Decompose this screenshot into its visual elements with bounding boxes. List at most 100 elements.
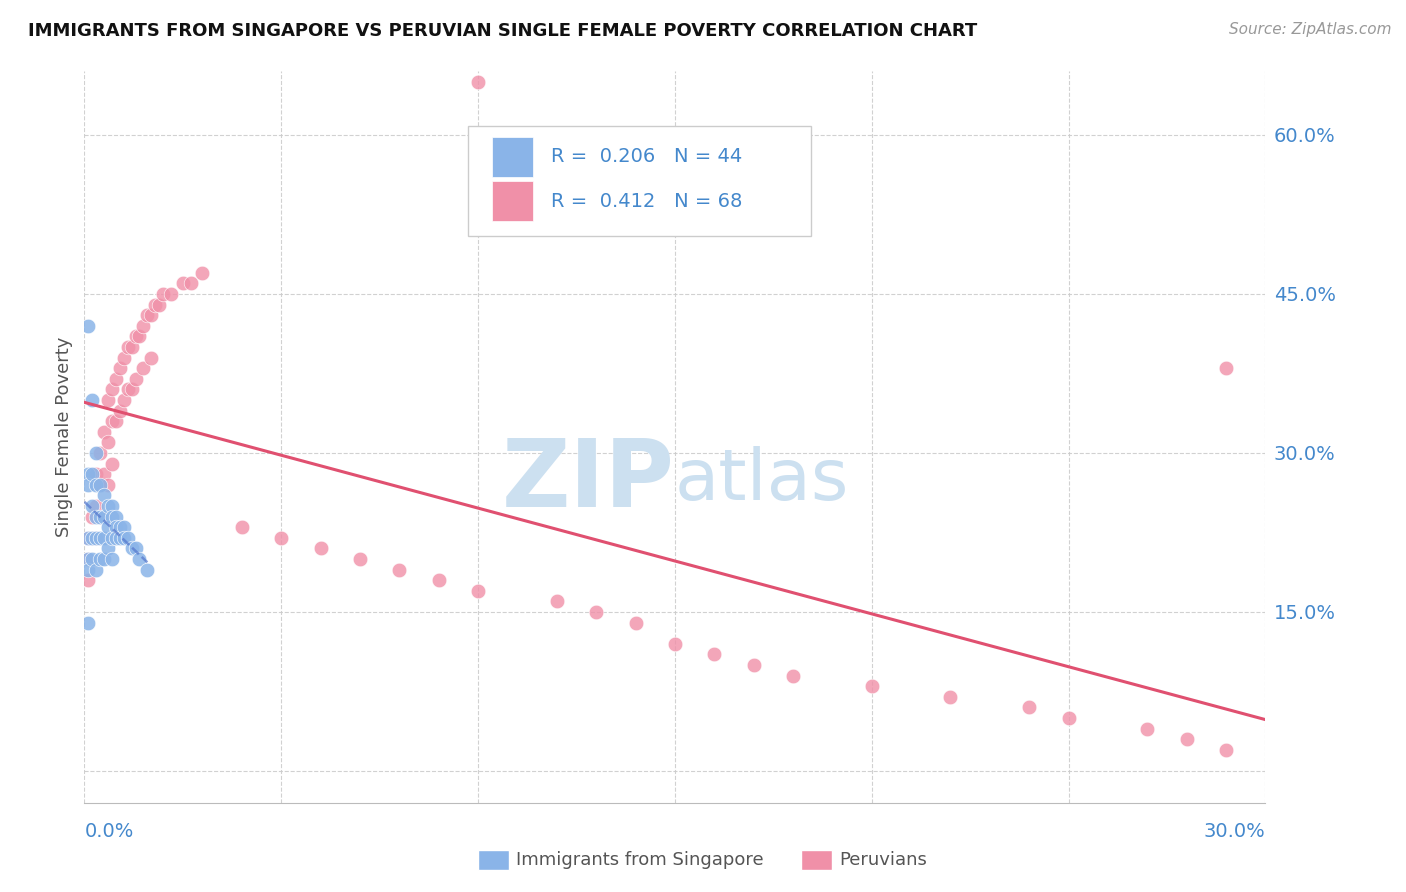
- Point: [97, 477, 120, 491]
- Point: [82, 499, 104, 513]
- Point: [89, 446, 111, 460]
- Bar: [492, 137, 533, 178]
- Point: [77, 531, 100, 545]
- Point: [97, 392, 120, 407]
- Point: [143, 297, 166, 311]
- Point: [93, 488, 115, 502]
- Point: [191, 266, 214, 280]
- Point: [101, 499, 124, 513]
- Point: [77, 573, 100, 587]
- Point: [112, 520, 135, 534]
- Point: [112, 351, 135, 365]
- Point: [77, 552, 100, 566]
- Point: [89, 477, 111, 491]
- Text: R =  0.412   N = 68: R = 0.412 N = 68: [551, 192, 742, 211]
- Point: [624, 615, 647, 630]
- Point: [160, 287, 183, 301]
- Point: [180, 277, 202, 291]
- Point: [124, 541, 146, 556]
- Text: Source: ZipAtlas.com: Source: ZipAtlas.com: [1229, 22, 1392, 37]
- Point: [132, 361, 155, 376]
- Point: [108, 531, 131, 545]
- Point: [467, 75, 489, 89]
- Point: [132, 318, 155, 333]
- Point: [101, 552, 124, 566]
- Point: [128, 552, 150, 566]
- Point: [664, 637, 686, 651]
- Point: [124, 372, 146, 386]
- Point: [112, 392, 135, 407]
- Point: [77, 552, 100, 566]
- Point: [585, 605, 607, 619]
- Point: [112, 531, 135, 545]
- Point: [1215, 743, 1237, 757]
- Point: [172, 277, 194, 291]
- Point: [1175, 732, 1198, 747]
- Text: atlas: atlas: [675, 447, 849, 516]
- Point: [89, 509, 111, 524]
- Point: [97, 520, 120, 534]
- Point: [77, 615, 100, 630]
- Point: [104, 509, 127, 524]
- Point: [84, 563, 107, 577]
- Text: IMMIGRANTS FROM SINGAPORE VS PERUVIAN SINGLE FEMALE POVERTY CORRELATION CHART: IMMIGRANTS FROM SINGAPORE VS PERUVIAN SI…: [28, 22, 977, 40]
- Point: [860, 679, 883, 693]
- Point: [82, 531, 104, 545]
- Point: [101, 531, 124, 545]
- Point: [93, 509, 115, 524]
- Point: [108, 361, 131, 376]
- Point: [77, 318, 100, 333]
- Point: [1136, 722, 1159, 736]
- Point: [97, 541, 120, 556]
- Point: [77, 467, 100, 482]
- Point: [104, 414, 127, 428]
- Point: [309, 541, 332, 556]
- Point: [546, 594, 568, 608]
- Point: [1057, 711, 1080, 725]
- Point: [124, 329, 146, 343]
- Point: [104, 520, 127, 534]
- Point: [152, 287, 174, 301]
- Point: [93, 467, 115, 482]
- Point: [939, 690, 962, 704]
- Point: [101, 414, 124, 428]
- Point: [136, 563, 159, 577]
- Point: [108, 520, 131, 534]
- Point: [77, 563, 100, 577]
- Point: [93, 552, 115, 566]
- Point: [84, 509, 107, 524]
- Y-axis label: Single Female Poverty: Single Female Poverty: [55, 337, 73, 537]
- Point: [141, 308, 163, 322]
- Point: [104, 372, 127, 386]
- Point: [427, 573, 450, 587]
- Point: [82, 509, 104, 524]
- Point: [84, 477, 107, 491]
- Point: [82, 392, 104, 407]
- Point: [136, 308, 159, 322]
- Point: [89, 477, 111, 491]
- Point: [349, 552, 371, 566]
- Point: [1018, 700, 1040, 714]
- Point: [782, 668, 804, 682]
- Point: [93, 425, 115, 439]
- Text: ZIP: ZIP: [502, 435, 675, 527]
- Point: [117, 383, 139, 397]
- Text: Immigrants from Singapore: Immigrants from Singapore: [516, 851, 763, 869]
- Text: R =  0.206   N = 44: R = 0.206 N = 44: [551, 146, 742, 166]
- Point: [546, 202, 568, 216]
- Point: [128, 329, 150, 343]
- Point: [388, 563, 411, 577]
- Point: [77, 531, 100, 545]
- Text: Peruvians: Peruvians: [839, 851, 928, 869]
- Point: [89, 509, 111, 524]
- Point: [84, 467, 107, 482]
- Point: [148, 297, 170, 311]
- Point: [93, 531, 115, 545]
- Point: [117, 340, 139, 354]
- Point: [82, 531, 104, 545]
- Bar: [492, 181, 533, 221]
- Point: [121, 541, 143, 556]
- Point: [467, 583, 489, 598]
- Point: [108, 403, 131, 417]
- Point: [82, 552, 104, 566]
